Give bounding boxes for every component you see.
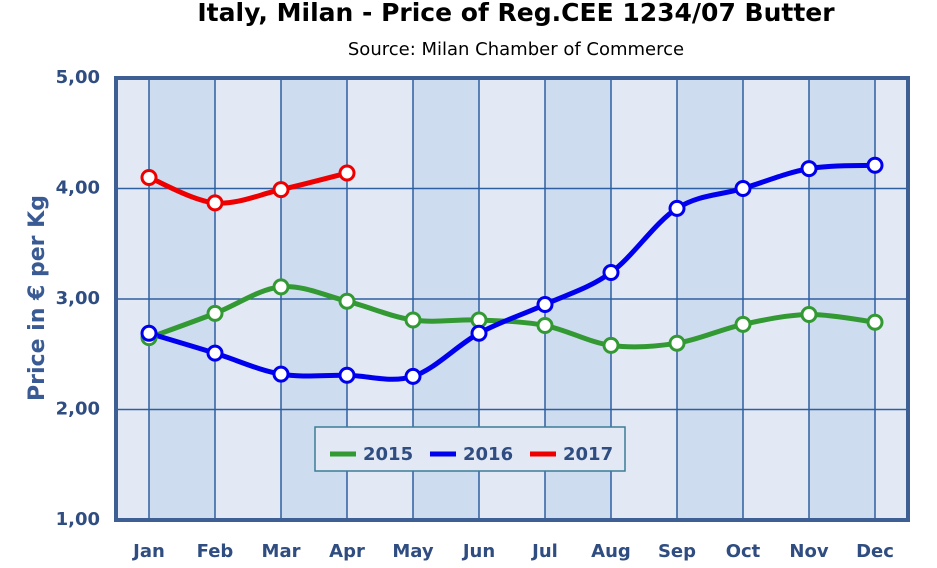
data-point — [272, 365, 290, 383]
data-point — [866, 156, 884, 174]
data-point — [602, 263, 620, 281]
x-tick-label: Aug — [591, 541, 631, 562]
data-point — [734, 315, 752, 333]
data-point — [536, 296, 554, 314]
x-tick-label: May — [392, 541, 434, 562]
x-tick-label: Jul — [530, 541, 558, 562]
data-point — [206, 194, 224, 212]
x-tick-label: Sep — [658, 541, 696, 562]
data-point — [140, 168, 158, 186]
x-tick-label: Feb — [197, 541, 234, 562]
data-point — [404, 367, 422, 385]
data-point — [338, 292, 356, 310]
x-tick-label: Oct — [726, 541, 761, 562]
data-point — [272, 181, 290, 199]
x-tick-label: Jan — [131, 541, 165, 562]
legend-label: 2016 — [463, 444, 513, 465]
x-tick-label: Dec — [856, 541, 894, 562]
y-tick-label: 2,00 — [56, 399, 100, 420]
data-point — [404, 311, 422, 329]
data-point — [140, 324, 158, 342]
data-point — [602, 336, 620, 354]
chart-subtitle: Source: Milan Chamber of Commerce — [348, 39, 684, 60]
data-point — [668, 334, 686, 352]
y-tick-label: 4,00 — [56, 178, 100, 199]
y-tick-label: 1,00 — [56, 509, 100, 530]
data-point — [536, 317, 554, 335]
x-tick-label: Jun — [461, 541, 495, 562]
legend-label: 2015 — [363, 444, 413, 465]
data-point — [734, 180, 752, 197]
x-tick-label: Nov — [789, 541, 828, 562]
data-point — [206, 304, 224, 322]
data-point — [866, 313, 884, 331]
x-tick-label: Mar — [262, 541, 301, 562]
data-point — [272, 278, 290, 296]
legend-box — [314, 426, 626, 472]
data-point — [800, 160, 818, 178]
x-tick-label: Apr — [329, 541, 365, 562]
y-tick-label: 5,00 — [56, 67, 100, 88]
data-point — [206, 344, 224, 362]
y-tick-label: 3,00 — [56, 288, 100, 309]
chart-title: Italy, Milan - Price of Reg.CEE 1234/07 … — [197, 0, 835, 27]
data-point — [470, 324, 488, 342]
y-axis-label: Price in € per Kg — [25, 195, 50, 401]
plot-border — [114, 76, 910, 522]
data-point — [338, 366, 356, 384]
data-point — [668, 199, 686, 217]
data-point — [338, 164, 356, 182]
data-point — [800, 305, 818, 323]
legend-label: 2017 — [563, 444, 613, 465]
series-line — [148, 170, 348, 206]
